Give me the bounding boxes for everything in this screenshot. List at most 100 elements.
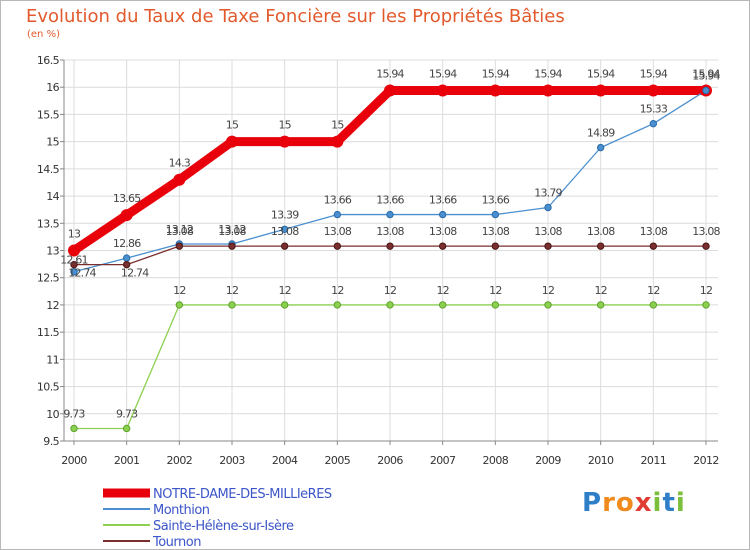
data-point (331, 135, 344, 148)
data-label: 13.08 (376, 225, 404, 238)
data-label: 12 (173, 284, 185, 297)
data-label: 12.61 (60, 254, 88, 267)
logo-letter: r (602, 488, 616, 518)
data-label: 12 (226, 284, 238, 297)
data-label: 15.94 (692, 67, 720, 80)
data-point (120, 209, 133, 222)
y-tick-label: 16 (46, 81, 59, 94)
data-label: 12 (489, 284, 501, 297)
y-tick-label: 16.5 (37, 54, 60, 67)
y-tick-label: 10 (46, 408, 59, 421)
y-tick-label: 11.5 (37, 326, 60, 339)
legend-label: Sainte-Hélène-sur-Isère (153, 519, 294, 534)
data-label: 13.08 (324, 225, 352, 238)
x-tick-label: 2003 (219, 454, 245, 467)
data-point (278, 135, 291, 148)
data-point (280, 225, 289, 233)
x-tick-label: 2006 (377, 454, 403, 467)
data-point (226, 135, 238, 148)
y-tick-label: 12.5 (37, 272, 60, 285)
data-point (333, 210, 342, 219)
logo-letter: t (662, 488, 676, 518)
data-point (544, 203, 552, 212)
data-point (122, 254, 131, 262)
data-point (649, 119, 658, 128)
y-tick-label: 14.5 (37, 163, 60, 176)
data-label: 13.08 (218, 225, 246, 238)
data-point (122, 260, 131, 269)
data-label: 13.12 (166, 223, 194, 236)
y-tick-label: 11 (46, 353, 59, 366)
data-label: 12 (594, 284, 606, 297)
data-point (544, 301, 552, 309)
data-label: 13.66 (482, 194, 510, 207)
data-label: 13.39 (271, 208, 299, 221)
data-label: 15.33 (640, 103, 668, 116)
data-point (70, 268, 78, 276)
data-label: 13.08 (640, 225, 668, 238)
data-point (280, 242, 289, 250)
x-tick-label: 2011 (641, 454, 667, 467)
data-point (386, 301, 394, 309)
data-label: 15 (331, 119, 344, 132)
x-tick-label: 2004 (272, 454, 298, 467)
data-label: 12.74 (121, 267, 149, 280)
data-label: 12 (384, 284, 396, 297)
data-point (175, 242, 184, 250)
data-point (491, 210, 500, 219)
data-point (386, 210, 394, 219)
data-label: 12.86 (113, 237, 141, 250)
proxiti-logo: Proxiti (582, 488, 686, 518)
data-point (542, 84, 554, 97)
data-point (386, 242, 394, 250)
data-point (280, 301, 289, 309)
data-label: 14.3 (169, 157, 191, 170)
data-point (491, 301, 500, 309)
logo-letter: o (615, 488, 635, 518)
data-point (175, 301, 184, 309)
data-point (596, 242, 605, 250)
legend: NOTRE-DAME-DES-MILLIeRESMonthionSainte-H… (103, 487, 332, 550)
data-point (228, 242, 236, 250)
data-label: 12 (700, 284, 712, 297)
data-point (70, 260, 78, 269)
data-point (333, 242, 342, 250)
legend-label: Monthion (153, 503, 210, 518)
y-tick-label: 15 (46, 136, 59, 149)
data-point (436, 84, 449, 97)
x-tick-label: 2000 (61, 454, 87, 467)
data-point (544, 242, 552, 250)
y-tick-label: 13 (46, 245, 59, 258)
unit-label: (en %) (27, 29, 60, 40)
data-point (702, 242, 710, 250)
axis-layer: 9.51010.51111.51212.51313.51414.51515.51… (37, 54, 719, 467)
data-label: 12 (436, 284, 448, 297)
data-point (702, 301, 710, 309)
data-point (173, 173, 186, 186)
legend-label: Tournon (152, 535, 201, 550)
data-label: 13.08 (166, 225, 194, 238)
y-tick-label: 14 (46, 190, 59, 203)
data-label: 13.08 (429, 225, 457, 238)
data-point (438, 210, 447, 219)
data-label: 13.66 (429, 194, 457, 207)
data-point (596, 301, 605, 309)
data-label: 13.08 (587, 225, 615, 238)
x-tick-label: 2002 (167, 454, 193, 467)
data-point (438, 301, 447, 309)
y-tick-label: 15.5 (37, 108, 60, 121)
y-tick-label: 12 (46, 299, 59, 312)
data-label: 15 (278, 119, 291, 132)
data-point (68, 244, 80, 257)
data-label: 12.74 (68, 267, 96, 280)
x-tick-label: 2007 (430, 454, 456, 467)
grid-layer (64, 59, 718, 442)
data-point (649, 301, 658, 309)
data-label: 12 (647, 284, 659, 297)
data-label: 13 (68, 228, 81, 241)
y-tick-label: 13.5 (37, 217, 60, 230)
chart-title: Evolution du Taux de Taxe Foncière sur l… (26, 6, 565, 27)
x-tick-label: 2012 (693, 454, 719, 467)
data-point (489, 84, 502, 97)
logo-letter: i (652, 488, 663, 518)
